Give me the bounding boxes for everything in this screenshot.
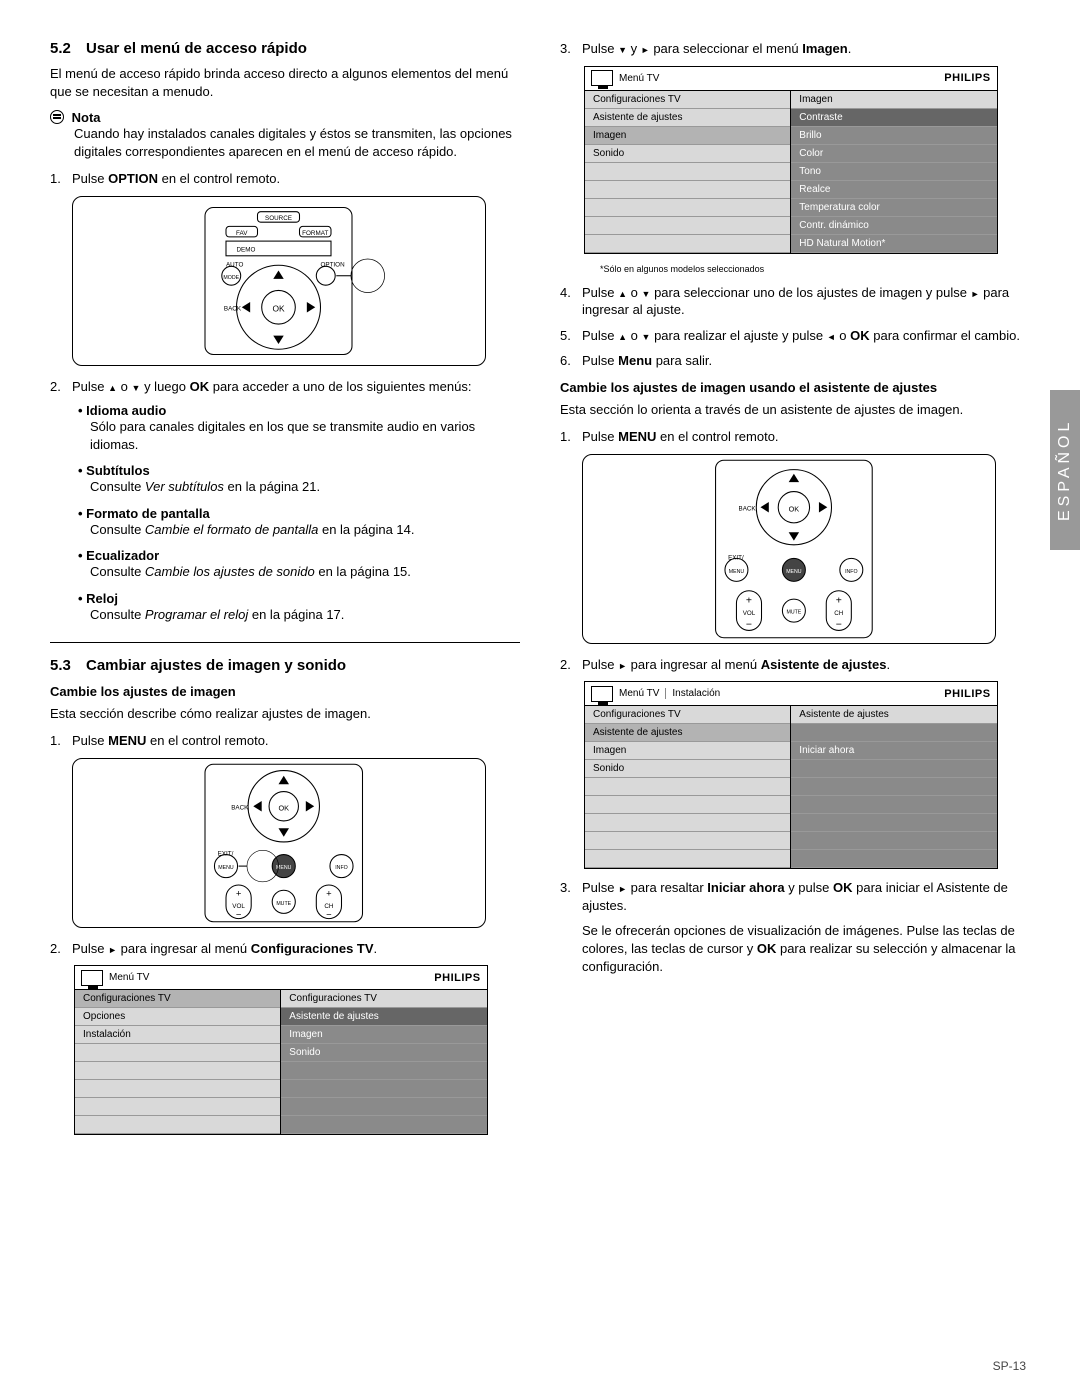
col2-step3: 3. Pulse y para seleccionar el menú Imag… xyxy=(560,40,1030,58)
svg-text:BACK: BACK xyxy=(739,505,757,512)
s53-intro: Esta sección describe cómo realizar ajus… xyxy=(50,705,520,723)
note-body: Cuando hay instalados canales digitales … xyxy=(74,125,520,160)
col2b-step2: 2. Pulse para ingresar al menú Asistente… xyxy=(560,656,1030,674)
svg-text:DEMO: DEMO xyxy=(237,246,256,253)
svg-text:FORMAT: FORMAT xyxy=(302,230,328,237)
section-5-2-heading: 5.2Usar el menú de acceso rápido xyxy=(50,40,520,57)
col2-intro2: Esta sección lo orienta a través de un a… xyxy=(560,401,1030,419)
svg-text:MUTE: MUTE xyxy=(277,901,292,907)
s52-bullets: Idioma audioSólo para canales digitales … xyxy=(78,403,520,623)
svg-text:OK: OK xyxy=(789,504,800,513)
svg-text:+: + xyxy=(236,888,242,899)
s52-intro: El menú de acceso rápido brinda acceso d… xyxy=(50,65,520,100)
s53-step2: 2. Pulse para ingresar al menú Configura… xyxy=(50,940,520,958)
svg-text:−: − xyxy=(236,909,242,920)
note-block: Nota Cuando hay instalados canales digit… xyxy=(50,110,520,160)
svg-text:OK: OK xyxy=(273,303,286,313)
svg-text:−: − xyxy=(836,619,842,630)
svg-text:−: − xyxy=(746,619,752,630)
philips-brand: PHILIPS xyxy=(944,72,990,84)
col2-final-para: Se le ofrecerán opciones de visualizació… xyxy=(582,922,1030,975)
col2-subhead2: Cambie los ajustes de imagen usando el a… xyxy=(560,380,1030,395)
col2b-step1: 1. Pulse MENU en el control remoto. xyxy=(560,428,1030,446)
svg-text:SOURCE: SOURCE xyxy=(265,215,292,222)
page-number: SP-13 xyxy=(993,1359,1026,1373)
svg-text:CH: CH xyxy=(834,610,843,617)
svg-text:MODE: MODE xyxy=(224,275,240,281)
col2-step6: 6. Pulse Menu para salir. xyxy=(560,352,1030,370)
divider xyxy=(50,642,520,643)
menu-table-2: Menú TV PHILIPS Configuraciones TV Asist… xyxy=(584,66,998,254)
svg-text:VOL: VOL xyxy=(743,610,756,617)
s52-step1: 1. Pulse OPTION en el control remoto. xyxy=(50,170,520,188)
svg-text:BACK: BACK xyxy=(224,305,242,312)
note-icon xyxy=(50,110,64,124)
philips-brand: PHILIPS xyxy=(434,972,480,984)
remote-diagram-2: OK BACK EXIT/ MENU MENU INFO +VOL− +CH− … xyxy=(72,758,486,928)
svg-text:INFO: INFO xyxy=(336,865,349,871)
svg-text:BACK: BACK xyxy=(232,804,250,811)
s53-subhead: Cambie los ajustes de imagen xyxy=(50,684,520,699)
svg-text:+: + xyxy=(836,595,842,606)
svg-text:INFO: INFO xyxy=(845,569,857,575)
svg-text:OPTION: OPTION xyxy=(321,261,346,268)
philips-brand: PHILIPS xyxy=(944,688,990,700)
menu2-footnote: *Sólo en algunos modelos seleccionados xyxy=(600,264,1030,274)
svg-text:MENU: MENU xyxy=(786,569,802,575)
menu-table-3: Menú TVInstalación PHILIPS Configuracion… xyxy=(584,681,998,869)
svg-text:MENU: MENU xyxy=(219,865,235,871)
col2-step4: 4. Pulse o para seleccionar uno de los a… xyxy=(560,284,1030,319)
svg-text:−: − xyxy=(326,909,332,920)
svg-text:OK: OK xyxy=(279,803,290,812)
svg-text:+: + xyxy=(746,595,752,606)
svg-text:+: + xyxy=(326,888,332,899)
tv-icon xyxy=(591,70,613,86)
col2b-step3: 3. Pulse para resaltar Iniciar ahora y p… xyxy=(560,879,1030,914)
s53-step1: 1. Pulse MENU en el control remoto. xyxy=(50,732,520,750)
remote-diagram-1: SOURCE FAV FORMAT DEMO AUTOOPTION MODE O… xyxy=(72,196,486,366)
svg-text:MUTE: MUTE xyxy=(787,610,802,616)
menu-table-1: Menú TV PHILIPS Configuraciones TV Opcio… xyxy=(74,965,488,1135)
s52-step2: 2. Pulse o y luego OK para acceder a uno… xyxy=(50,378,520,396)
tv-icon xyxy=(591,686,613,702)
svg-text:FAV: FAV xyxy=(236,230,248,237)
note-label: Nota xyxy=(72,110,101,125)
svg-text:MENU: MENU xyxy=(729,569,745,575)
tv-icon xyxy=(81,970,103,986)
remote-diagram-3: OK BACK EXIT/ MENU MENU INFO +VOL− +CH− … xyxy=(582,454,996,644)
language-tab: ESPAÑOL xyxy=(1050,390,1080,550)
section-5-3-heading: 5.3Cambiar ajustes de imagen y sonido xyxy=(50,657,520,674)
col2-step5: 5. Pulse o para realizar el ajuste y pul… xyxy=(560,327,1030,345)
